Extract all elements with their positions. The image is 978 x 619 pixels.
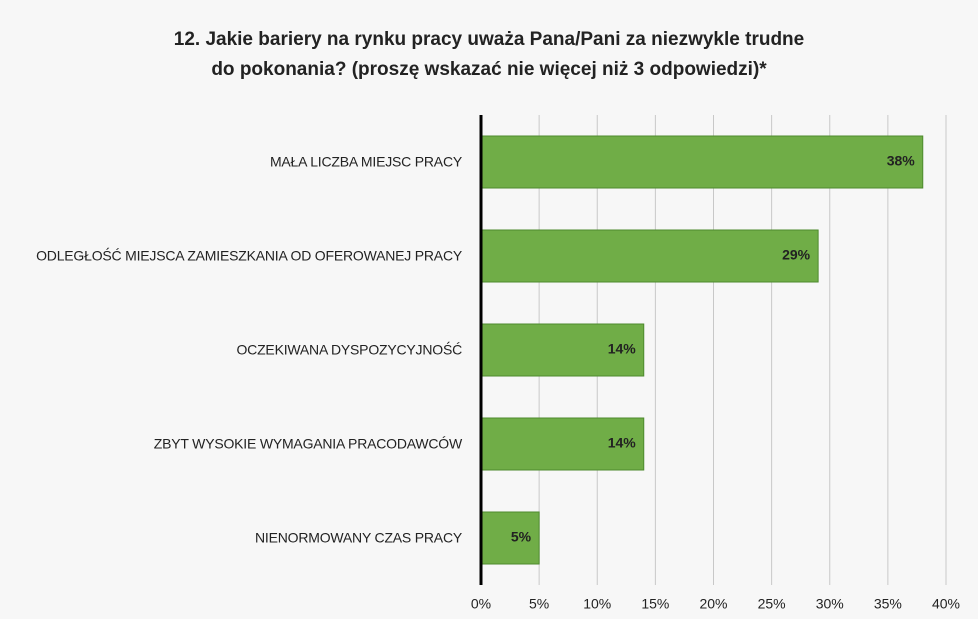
data-label: 38%	[887, 153, 916, 169]
x-tick-label: 30%	[816, 596, 844, 612]
x-tick-label: 5%	[529, 596, 549, 612]
y-tick-label: NIENORMOWANY CZAS PRACY	[255, 529, 462, 546]
data-label: 5%	[511, 529, 532, 545]
x-tick-label: 35%	[874, 596, 902, 612]
y-tick-label: ODLEGŁOŚĆ MIEJSCA ZAMIESZKANIA OD OFEROW…	[36, 247, 462, 264]
data-label: 29%	[782, 247, 811, 263]
y-tick-label: OCZEKIWANA DYSPOZYCYJNOŚĆ	[236, 341, 462, 358]
bar	[480, 417, 645, 471]
bar	[480, 229, 819, 283]
x-tick-label: 20%	[699, 596, 727, 612]
bar	[480, 511, 540, 565]
x-tick-label: 40%	[932, 596, 960, 612]
x-tick-label: 25%	[758, 596, 786, 612]
x-tick-label: 15%	[641, 596, 669, 612]
bar	[480, 323, 645, 377]
chart-title: 12. Jakie bariery na rynku pracy uważa P…	[174, 29, 804, 50]
x-tick-label: 0%	[471, 596, 491, 612]
bar	[480, 135, 924, 189]
y-tick-label: MAŁA LICZBA MIEJSC PRACY	[269, 153, 462, 170]
data-label: 14%	[608, 435, 637, 451]
data-label: 14%	[608, 341, 637, 357]
chart-title: do pokonania? (proszę wskazać nie więcej…	[211, 59, 767, 80]
x-tick-label: 10%	[583, 596, 611, 612]
y-tick-label: ZBYT WYSOKIE WYMAGANIA PRACODAWCÓW	[153, 435, 462, 452]
